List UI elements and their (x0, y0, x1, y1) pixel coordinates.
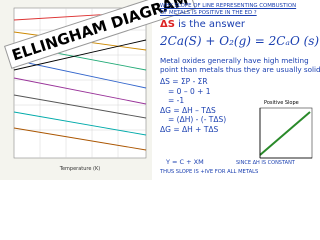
question-line: OF METALS IS POSITIVE IN THE ED ? (160, 10, 257, 16)
explanation-line: point than metals thus they are usually … (160, 65, 320, 74)
derivation-line: = (ΔH) - (- TΔS) (168, 115, 227, 124)
answer-text: is the answer (178, 19, 246, 30)
since-note: SINCE ΔH IS CONSTANT (236, 160, 295, 166)
derivation-line: ΔG = ΔH + TΔS (160, 124, 219, 134)
derivation-line: ΔS = ΣP - ΣR (160, 77, 208, 86)
line-equation: Y = C + XM (166, 158, 204, 166)
graph-label: Positive Slope (264, 100, 299, 106)
conclusion: THUS SLOPE IS +IVE FOR ALL METALS (160, 169, 259, 175)
slope-sketch (259, 107, 313, 159)
derivation-line: = 0 – 0 + 1 (168, 86, 211, 96)
question: WHY SLOPE OF LINE REPRESENTING COMBUSTIO… (160, 3, 296, 17)
x-axis-label: Temperature (K) (59, 166, 100, 172)
derivation-line: ΔG = ΔH – TΔS (160, 105, 216, 115)
explanation-line: Metal oxides generally have high melting (160, 56, 309, 65)
reaction: 2Ca(S) + O₂(g) = 2CₐO (s) (160, 34, 320, 48)
slide: Temperature (K) ELLINGHAM DIAGRAM WHY SL… (0, 0, 320, 180)
answer: ΔS is the answer (160, 19, 245, 30)
explanation: Metal oxides generally have high melting… (160, 56, 320, 74)
question-line: WHY SLOPE OF LINE REPRESENTING COMBUSTIO… (160, 3, 297, 9)
derivation: ΔS = ΣP - ΣR = 0 – 0 + 1 = -1 ΔG = ΔH – … (160, 77, 226, 134)
derivation-line: = -1 (168, 96, 185, 105)
delta-s: ΔS (160, 19, 175, 30)
